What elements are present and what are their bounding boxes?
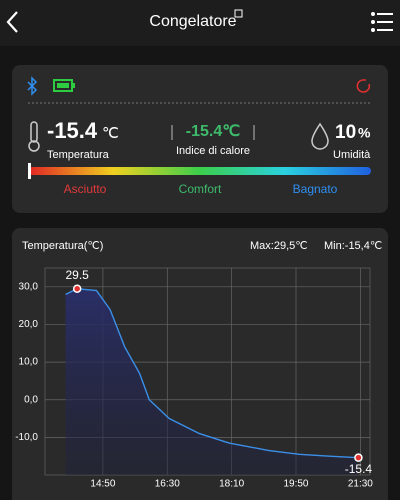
marker [354,453,363,462]
max-label: Max:29,5℃ [250,240,308,252]
temperature-label: Temperatura [47,149,110,161]
y-tick-label: 0,0 [24,394,38,405]
area [65,288,359,475]
marker-label: -15.4 [345,462,373,476]
header-title: Congelatore [149,13,236,30]
scale-label: Comfort [179,182,222,196]
edit-icon[interactable] [234,9,243,18]
refresh-button[interactable] [356,79,371,93]
menu-button[interactable] [371,12,393,32]
back-button[interactable] [6,11,18,33]
temperature-value: -15.4 [47,118,98,143]
marker-label: 29.5 [65,268,89,282]
thermometer-icon [28,121,40,152]
status-card [12,65,388,213]
y-tick-label: 10,0 [19,357,39,368]
line [65,287,359,459]
x-tick-label: 16:30 [155,479,180,490]
y-tick-label: -10,0 [15,432,38,443]
heat-index-label: Indice di calore [176,145,250,157]
humidity-label: Umidità [333,149,371,161]
heat-index-value: -15.4℃ [186,123,240,140]
x-tick-label: 14:50 [90,479,115,490]
humidity-unit: % [358,125,371,141]
scale-label: Asciutto [64,182,107,196]
temperature-unit: ℃ [102,125,119,142]
comfort-bar [28,167,371,175]
y-tick-label: 30,0 [19,281,39,292]
battery-level [57,83,69,88]
battery-tip [73,83,75,88]
battery-icon [53,79,73,92]
chart-title: Temperatura(℃) [22,240,103,252]
x-tick-label: 18:10 [219,479,244,490]
scale-label: Bagnato [293,182,338,196]
min-label: Min:-15,4℃ [324,240,382,252]
humidity-icon [311,122,329,150]
x-tick-label: 21:30 [348,479,373,490]
plot: 30,0 20,0 10,0 0,0 -10,0 14:50 16:30 18:10 19:50… [15,267,373,490]
comfort-indicator [28,163,31,179]
bluetooth-icon [27,76,38,96]
x-tick-label: 19:50 [283,479,308,490]
marker [72,284,82,293]
humidity-value: 10 [335,122,356,143]
y-tick-label: 20,0 [19,319,39,330]
header-bar [0,0,400,46]
